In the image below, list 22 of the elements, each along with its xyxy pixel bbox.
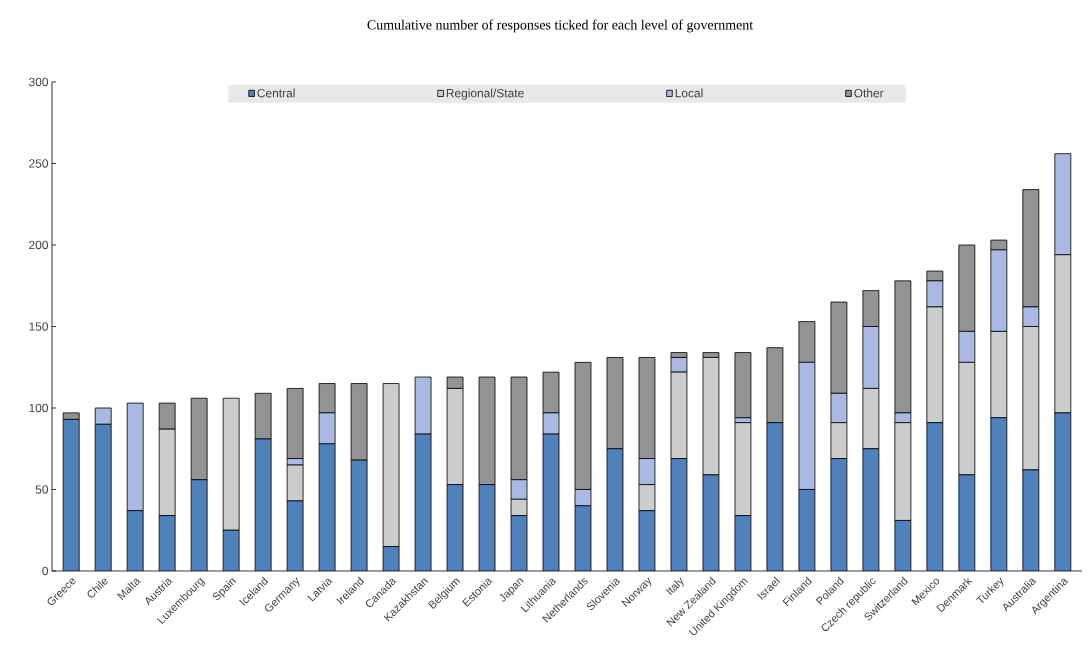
legend-label: Local [675,88,703,98]
legend-label: Central [257,88,295,98]
bar [95,424,112,571]
y-tick-label: 50 [35,485,49,494]
bar [734,352,752,419]
bar [127,510,144,571]
bar [990,417,1007,571]
bar [1022,469,1039,571]
y-tick-label: 300 [29,77,49,87]
y-tick-label: 250 [29,159,49,168]
bar [1054,412,1072,571]
x-tick-label: Italy [665,577,684,596]
y-tick-label: 150 [29,322,49,331]
bar [63,419,80,571]
y-tick-label: 100 [29,403,49,413]
legend-label: Regional/State [446,88,524,100]
legend-label: Other [854,88,884,98]
y-tick-label: 200 [29,240,49,250]
chart-title: Cumulative number of responses ticked for each level of government [367,19,754,33]
y-tick-label: 0 [42,566,49,576]
bar [159,515,176,571]
bar [191,479,208,571]
